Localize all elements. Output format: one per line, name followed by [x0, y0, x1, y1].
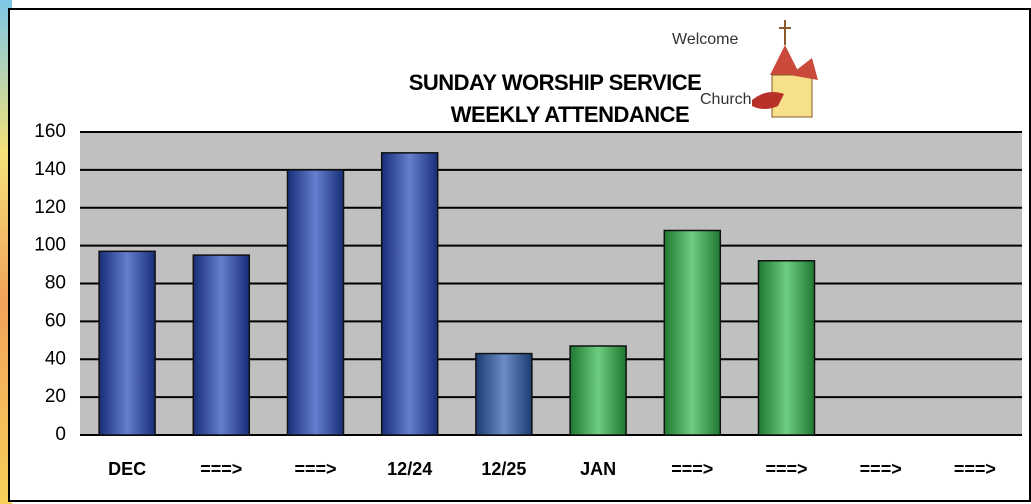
- x-tick-label: ===>: [954, 459, 996, 479]
- bar: [98, 250, 156, 436]
- y-tick-label: 0: [55, 424, 66, 445]
- x-tick-label: ===>: [671, 459, 713, 479]
- y-tick-label: 60: [45, 310, 66, 331]
- bar: [192, 254, 251, 436]
- clipart-text: Welcome: [672, 31, 738, 48]
- y-tick-label: 140: [34, 159, 66, 180]
- bar: [663, 229, 722, 436]
- chart-subtitle: WEEKLY ATTENDANCE: [451, 102, 689, 127]
- church-clipart: Welcome Church: [672, 20, 818, 120]
- y-tick-label: 20: [45, 386, 66, 407]
- y-tick-label: 40: [45, 348, 66, 369]
- y-tick-label: 120: [34, 197, 66, 218]
- x-tick-label: ===>: [200, 459, 242, 479]
- y-tick-label: 80: [45, 273, 66, 294]
- bar: [380, 152, 439, 436]
- chart-title: SUNDAY WORSHIP SERVICE: [409, 70, 702, 95]
- hand: [752, 92, 784, 109]
- x-tick-label: ===>: [765, 459, 807, 479]
- roof: [790, 58, 818, 80]
- steeple: [770, 45, 800, 75]
- bar: [475, 352, 533, 436]
- y-tick-label: 100: [34, 235, 66, 256]
- clipart-text: Church: [700, 91, 752, 108]
- x-tick-label: DEC: [108, 459, 146, 479]
- bar: [569, 345, 627, 436]
- x-tick-label: 12/25: [481, 459, 526, 479]
- y-tick-label: 160: [34, 121, 66, 142]
- bar: [757, 260, 816, 436]
- x-tick-label: ===>: [860, 459, 902, 479]
- x-tick-label: 12/24: [387, 459, 432, 479]
- x-tick-label: ===>: [294, 459, 336, 479]
- x-tick-label: JAN: [580, 459, 616, 479]
- bar: [286, 169, 345, 436]
